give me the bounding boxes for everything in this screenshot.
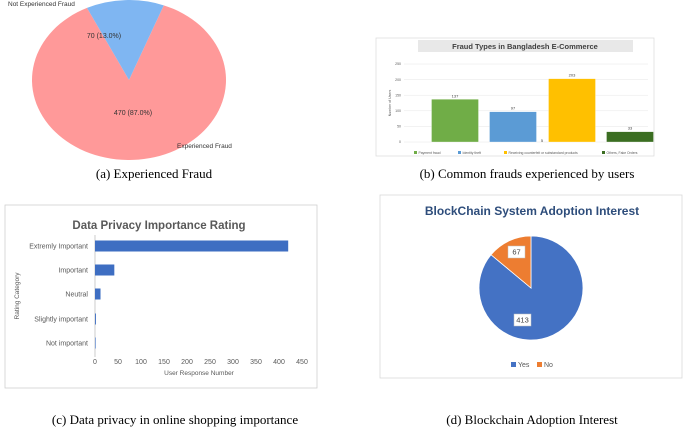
panel-c-data-privacy: Data Privacy Importance Rating Rating Ca… [4,204,318,427]
chart-b-y-ticks: 0 50 100 150 200 250 [395,62,401,144]
pie-d-label-no-box [507,245,526,259]
chart-c-bar-extremly-important [95,240,289,252]
chart-b-legend-swatch-1 [458,151,461,154]
pie-a-slices [31,0,226,161]
chart-c-x-tick-250: 250 [204,359,216,366]
chart-c-frame [4,204,318,389]
chart-c-bar-neutral [95,288,101,300]
chart-c-title: Data Privacy Importance Rating [72,220,245,232]
pie-a-category-not-experienced: Not Experienced Fraud [8,1,75,8]
panel-a-experienced-fraud: 470 (87.0%) 70 (13.0%) Experienced Fraud… [8,0,232,181]
chart-b-title: Fraud Types in Bangladesh E-Commerce [452,42,598,51]
pie-d-label-yes: 413 [516,316,529,325]
pie-d-data-labels: 413 67 [507,245,532,327]
chart-c-bars [95,240,289,349]
chart-c-category-important: Important [58,268,88,275]
caption-d: (d) Blockchain Adoption Interest [446,412,618,427]
chart-d-legend-label-no: No [544,362,553,369]
chart-b-value-label-2: 5 [541,138,544,143]
chart-b-y-tick-150: 150 [395,93,401,97]
chart-b-value-label-4: 33 [628,126,633,131]
chart-b-title-band [418,40,633,52]
chart-b-legend-label-1: Identity theft [463,151,482,155]
chart-c-x-tick-350: 350 [250,359,262,366]
chart-c-x-tick-150: 150 [158,359,170,366]
chart-b-bars [431,78,654,143]
chart-c-x-ticks: 0 50 100 150 200 250 300 350 400 450 [93,359,308,366]
chart-b-value-label-1: 97 [511,106,516,111]
chart-b-legend-label-3: Others, Fake Orders [607,151,638,155]
chart-c-ylabel: Rating Category [14,272,21,320]
chart-b-legend-swatch-2 [504,151,507,154]
chart-c-x-tick-100: 100 [135,359,147,366]
chart-c-x-tick-200: 200 [181,359,193,366]
pie-d-slices [478,235,584,341]
chart-c-x-tick-300: 300 [227,359,239,366]
chart-b-bar-others-fake-orders [606,131,654,143]
chart-b-y-tick-200: 200 [395,78,401,82]
caption-a: (a) Experienced Fraud [96,166,213,181]
chart-c-bar-slightly-important [95,313,96,325]
chart-d-legend-swatch-yes [511,362,516,367]
chart-d-legend-label-yes: Yes [518,362,530,369]
chart-b-bar-receiving-counterfeit-or-substandard-products [548,78,596,143]
pie-d-label-no: 67 [512,248,520,257]
caption-b: (b) Common frauds experienced by users [420,166,635,181]
pie-a-ellipse [31,0,226,161]
chart-c-x-tick-450: 450 [296,359,308,366]
chart-b-y-tick-0: 0 [399,140,401,144]
chart-d-title: BlockChain System Adoption Interest [425,204,639,218]
pie-a-slice-label-experienced: 470 (87.0%) [114,110,152,117]
chart-c-category-labels: Extremly Important Important Neutral Slight… [29,244,88,348]
chart-c-x-tick-400: 400 [273,359,285,366]
chart-d-legend: Yes No [511,362,553,369]
chart-c-xlabel: User Response Number [164,370,235,377]
panel-d-blockchain-adoption: BlockChain System Adoption Interest 413 6… [379,194,683,427]
chart-b-y-tick-250: 250 [395,62,401,66]
chart-b-legend-swatch-0 [414,151,417,154]
chart-d-legend-swatch-no [537,362,542,367]
chart-b-y-tick-50: 50 [397,125,401,129]
chart-b-legend-label-0: Payment fraud [419,151,441,155]
chart-c-category-extremly-important: Extremly Important [29,244,88,251]
caption-c: (c) Data privacy in online shopping impo… [52,412,298,427]
pie-a-slice-experienced-fraud [31,5,226,161]
chart-c-bar-important [95,264,115,276]
chart-c-x-tick-0: 0 [93,359,97,366]
chart-c-category-not-important: Not important [46,341,88,348]
chart-c-x-tick-50: 50 [114,359,122,366]
chart-b-legend-label-2: Receiving counterfeit or substandard pro… [509,151,578,155]
panel-b-fraud-types: Fraud Types in Bangladesh E-Commerce Num… [375,37,655,181]
chart-b-value-labels: 137 97 5 203 33 [452,73,633,143]
chart-b-value-label-3: 203 [569,73,576,78]
chart-c-bar-not-important [95,337,96,349]
chart-b-bar-payment-fraud [431,99,479,143]
chart-b-bar-identity-theft [489,111,537,143]
chart-b-value-label-0: 137 [452,93,459,98]
chart-c-category-neutral: Neutral [65,292,88,299]
pie-d-label-yes-box [513,313,532,327]
chart-b-legend-swatch-3 [602,151,605,154]
pie-a-category-experienced: Experienced Fraud [177,143,232,150]
chart-b-y-tick-100: 100 [395,109,401,113]
pie-a-slice-not-experienced-fraud [86,0,164,81]
chart-c-category-slightly-important: Slightly important [34,317,88,324]
chart-b-ylabel: Number of Users [388,90,392,117]
chart-b-legend: Payment fraud Identity theft Receiving cou… [414,151,638,155]
pie-a-slice-label-not-experienced: 70 (13.0%) [87,33,121,40]
